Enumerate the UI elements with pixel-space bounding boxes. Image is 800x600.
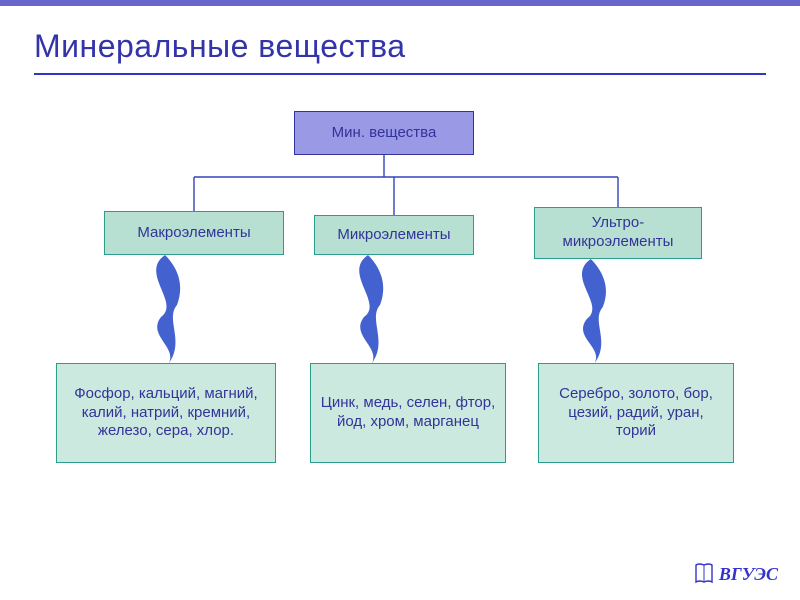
flourish-connector bbox=[156, 255, 180, 363]
category-node-ultra: Ультро- микроэлементы bbox=[534, 207, 702, 259]
leaf-node-ultra: Серебро, золото, бор, цезий, радий, уран… bbox=[538, 363, 734, 463]
logo-text: ВГУЭС bbox=[719, 564, 778, 585]
book-icon bbox=[693, 562, 715, 586]
flourish-connector bbox=[582, 259, 606, 363]
flourish-connector bbox=[359, 255, 383, 363]
page-title: Минеральные вещества bbox=[34, 28, 766, 65]
diagram-canvas: Мин. вещества Макроэлементы Микроэлементы У… bbox=[34, 111, 766, 531]
category-node-macro: Макроэлементы bbox=[104, 211, 284, 255]
title-rule bbox=[34, 73, 766, 75]
leaf-node-micro: Цинк, медь, селен, фтор, йод, хром, марг… bbox=[310, 363, 506, 463]
connectors-layer bbox=[34, 111, 766, 531]
root-node: Мин. вещества bbox=[294, 111, 474, 155]
category-node-micro: Микроэлементы bbox=[314, 215, 474, 255]
leaf-node-macro: Фосфор, кальций, магний, калий, натрий, … bbox=[56, 363, 276, 463]
logo: ВГУЭС bbox=[693, 562, 778, 586]
